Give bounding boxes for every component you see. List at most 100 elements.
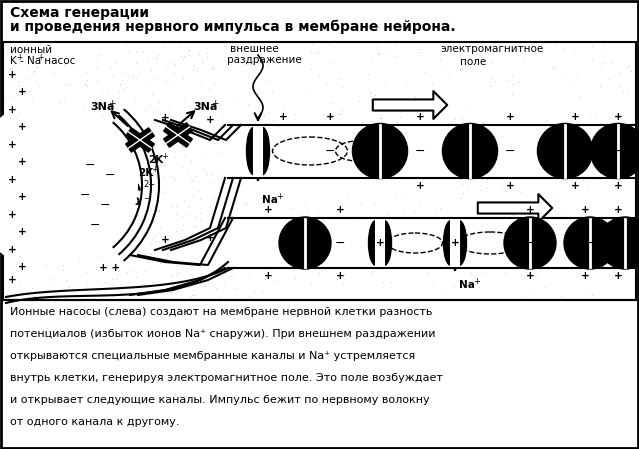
Text: электромагнитное: электромагнитное <box>440 44 543 54</box>
Point <box>32 127 42 134</box>
Point <box>135 254 145 261</box>
Point <box>362 120 373 128</box>
Point <box>133 289 143 296</box>
Point <box>200 282 210 289</box>
Point <box>115 122 125 129</box>
Text: +: + <box>18 87 26 97</box>
Point <box>92 158 102 165</box>
Point <box>331 270 341 277</box>
Point <box>556 293 566 300</box>
Point <box>598 59 608 66</box>
Point <box>502 77 512 84</box>
Point <box>540 225 550 232</box>
Point <box>19 135 29 142</box>
Point <box>190 291 200 299</box>
Text: Схема генерации: Схема генерации <box>10 6 149 20</box>
Polygon shape <box>126 128 155 152</box>
Point <box>511 125 521 132</box>
Point <box>485 247 495 254</box>
Point <box>107 276 117 283</box>
Point <box>91 114 101 121</box>
Point <box>557 159 567 166</box>
Point <box>171 271 181 278</box>
Point <box>104 284 114 291</box>
Point <box>122 220 132 227</box>
Bar <box>228 218 635 268</box>
Point <box>13 282 24 289</box>
Text: +: + <box>581 205 589 215</box>
Point <box>334 252 344 260</box>
Point <box>374 50 385 57</box>
Point <box>4 265 15 273</box>
Point <box>327 235 337 242</box>
Point <box>119 168 129 175</box>
Point <box>123 224 134 231</box>
Point <box>201 171 212 178</box>
Point <box>148 219 158 226</box>
Point <box>28 162 38 169</box>
Point <box>353 97 364 104</box>
Text: +: + <box>613 181 622 191</box>
Point <box>171 202 181 210</box>
Point <box>527 240 537 247</box>
Point <box>328 254 338 261</box>
Text: +: + <box>613 205 622 215</box>
Circle shape <box>504 217 556 269</box>
Polygon shape <box>164 123 192 147</box>
Point <box>496 163 506 170</box>
Point <box>310 224 320 231</box>
Point <box>178 221 189 229</box>
Point <box>225 273 235 280</box>
Point <box>123 73 133 80</box>
Point <box>15 137 25 145</box>
Point <box>22 64 33 71</box>
Point <box>43 219 53 226</box>
Point <box>116 249 126 256</box>
Point <box>144 259 155 266</box>
Point <box>518 58 528 65</box>
Point <box>181 237 192 244</box>
Point <box>248 133 258 140</box>
Point <box>203 53 213 61</box>
Point <box>149 286 159 294</box>
Point <box>572 70 582 77</box>
Circle shape <box>590 123 639 179</box>
Text: +: + <box>571 181 580 191</box>
Point <box>249 289 259 296</box>
Text: HCO: HCO <box>115 197 140 207</box>
Point <box>289 111 300 118</box>
Point <box>513 41 523 48</box>
Point <box>107 292 117 299</box>
Point <box>116 150 127 157</box>
Point <box>244 254 254 261</box>
Point <box>548 64 558 71</box>
Point <box>84 217 94 224</box>
Point <box>408 241 418 248</box>
Ellipse shape <box>369 220 383 265</box>
Point <box>215 294 225 301</box>
Point <box>28 149 38 156</box>
Point <box>121 191 132 198</box>
Point <box>82 279 93 286</box>
Point <box>118 116 128 123</box>
Point <box>29 264 40 271</box>
Point <box>190 172 201 180</box>
Point <box>49 275 59 282</box>
Point <box>475 129 485 136</box>
Point <box>353 248 363 255</box>
Point <box>175 43 185 50</box>
Point <box>134 283 144 290</box>
Point <box>477 119 488 126</box>
Point <box>169 177 180 184</box>
Text: −: − <box>335 237 345 250</box>
Point <box>587 43 597 50</box>
Point <box>613 82 624 89</box>
Point <box>268 116 279 123</box>
Point <box>427 282 438 289</box>
Point <box>188 193 198 200</box>
Point <box>323 130 334 137</box>
Point <box>352 212 362 220</box>
Point <box>560 211 570 218</box>
Point <box>366 54 376 61</box>
Point <box>171 127 181 134</box>
